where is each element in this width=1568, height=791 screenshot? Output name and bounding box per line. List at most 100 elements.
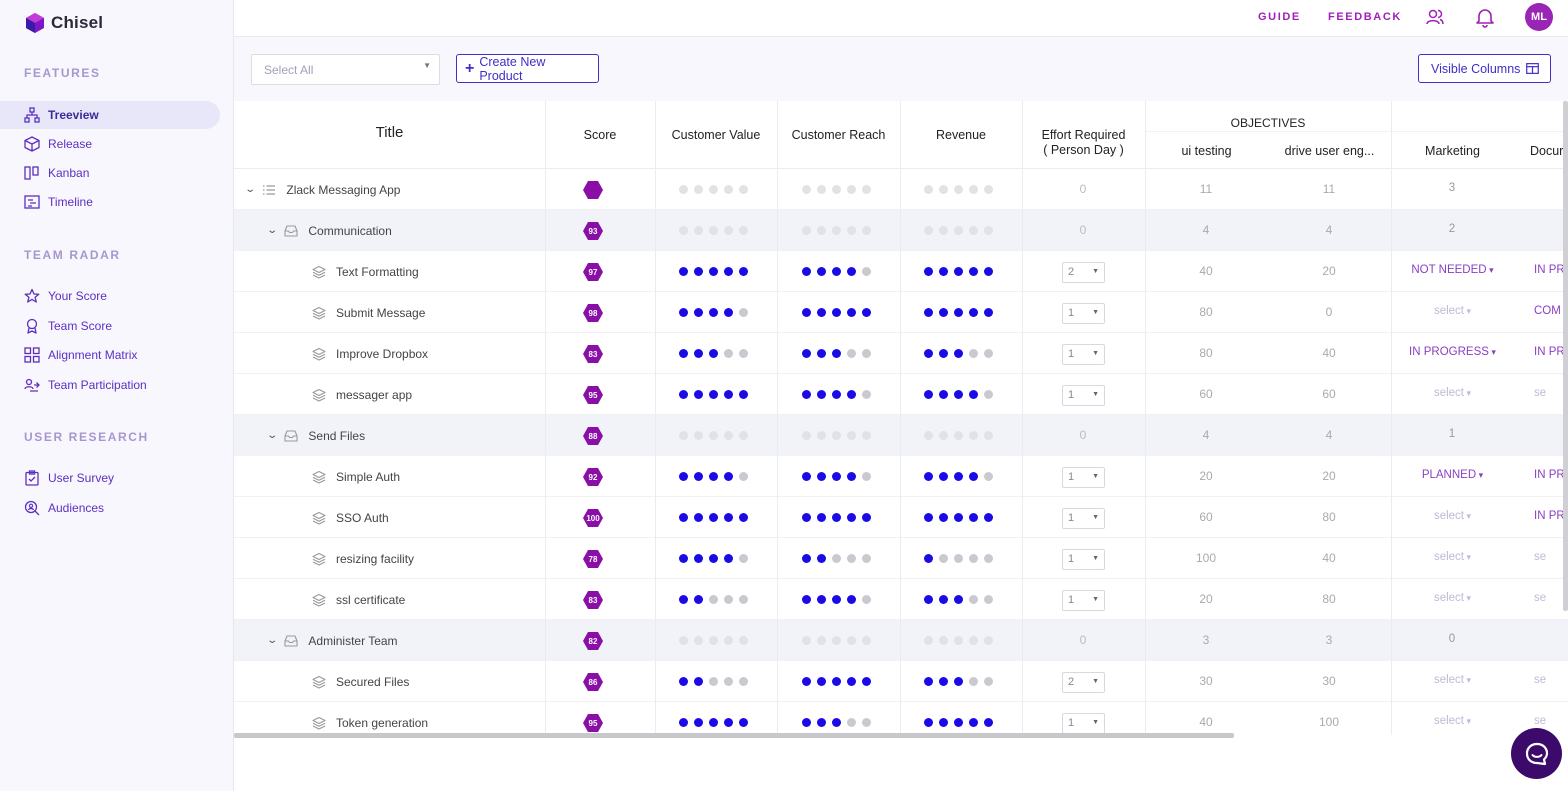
documentation-status[interactable]: IN PRO: [1534, 264, 1568, 276]
marketing-status[interactable]: select ▾: [1434, 510, 1471, 522]
sidebar-item-kanban[interactable]: Kanban: [0, 159, 220, 187]
sidebar-item-team-participation[interactable]: Team Participation: [0, 371, 220, 399]
marketing-status[interactable]: select ▾: [1434, 674, 1471, 686]
marketing-status[interactable]: NOT NEEDED ▾: [1411, 264, 1493, 276]
effort-select[interactable]: 2 ▼: [1062, 672, 1105, 693]
rating-dots[interactable]: [802, 595, 877, 604]
effort-select[interactable]: 1 ▼: [1062, 590, 1105, 611]
rating-dots[interactable]: [924, 513, 999, 522]
rating-dots[interactable]: [924, 349, 999, 358]
table-row[interactable]: messager app 95 1 ▼ 60 60 select ▾ se: [234, 374, 1568, 415]
documentation-status[interactable]: IN PRO: [1534, 469, 1568, 481]
header-effort[interactable]: Effort Required ( Person Day ): [1022, 128, 1145, 158]
rating-dots[interactable]: [924, 595, 999, 604]
header-ui-testing[interactable]: ui testing: [1181, 144, 1232, 158]
header-score[interactable]: Score: [583, 128, 617, 142]
row-title-cell[interactable]: SSO Auth: [312, 497, 389, 538]
row-title-cell[interactable]: ssl certificate: [312, 579, 405, 620]
sidebar-item-treeview[interactable]: Treeview: [0, 101, 220, 129]
product-select[interactable]: Select All ▼: [251, 54, 440, 85]
chevron-down-icon[interactable]: ⌄: [266, 430, 279, 441]
rating-dots[interactable]: [679, 308, 754, 317]
rating-dots[interactable]: [802, 513, 877, 522]
row-title-cell[interactable]: ⌄ Send Files: [266, 415, 365, 456]
rating-dots[interactable]: [679, 185, 754, 194]
chat-launcher-button[interactable]: [1511, 728, 1562, 779]
chevron-down-icon[interactable]: ⌄: [266, 225, 279, 236]
rating-dots[interactable]: [802, 226, 877, 235]
rating-dots[interactable]: [679, 677, 754, 686]
sidebar-item-alignment-matrix[interactable]: Alignment Matrix: [0, 341, 220, 369]
rating-dots[interactable]: [924, 267, 999, 276]
table-row[interactable]: ⌄ Zlack Messaging App 0 11 11 3: [234, 169, 1568, 210]
table-row[interactable]: Text Formatting 97 2 ▼ 40 20 NOT NEEDED ▾ IN PR…: [234, 251, 1568, 292]
documentation-status[interactable]: se: [1534, 551, 1547, 563]
table-row[interactable]: ⌄ Communication 93 0 4 4 2: [234, 210, 1568, 251]
documentation-status[interactable]: COM: [1534, 305, 1561, 317]
documentation-status[interactable]: IN PRO: [1534, 346, 1568, 358]
row-title-cell[interactable]: Simple Auth: [312, 456, 400, 497]
sidebar-item-audiences[interactable]: Audiences: [0, 494, 220, 522]
rating-dots[interactable]: [679, 636, 754, 645]
marketing-status[interactable]: select ▾: [1434, 305, 1471, 317]
sidebar-item-timeline[interactable]: Timeline: [0, 188, 220, 216]
rating-dots[interactable]: [924, 431, 999, 440]
effort-select[interactable]: 1 ▼: [1062, 344, 1105, 365]
rating-dots[interactable]: [924, 554, 999, 563]
logo[interactable]: Chisel: [24, 12, 103, 34]
rating-dots[interactable]: [924, 390, 999, 399]
user-avatar[interactable]: ML: [1525, 3, 1553, 31]
marketing-status[interactable]: select ▾: [1434, 551, 1471, 563]
rating-dots[interactable]: [679, 267, 754, 276]
rating-dots[interactable]: [802, 472, 877, 481]
rating-dots[interactable]: [924, 185, 999, 194]
rating-dots[interactable]: [802, 185, 877, 194]
guide-link[interactable]: GUIDE: [1258, 11, 1301, 23]
documentation-status[interactable]: IN PRO: [1534, 510, 1568, 522]
header-title[interactable]: Title: [375, 124, 404, 141]
rating-dots[interactable]: [924, 718, 999, 727]
documentation-status[interactable]: se: [1534, 592, 1547, 604]
effort-select[interactable]: 1 ▼: [1062, 549, 1105, 570]
rating-dots[interactable]: [924, 677, 999, 686]
rating-dots[interactable]: [679, 718, 754, 727]
sidebar-item-user-survey[interactable]: User Survey: [0, 464, 220, 492]
rating-dots[interactable]: [802, 390, 877, 399]
horizontal-scrollbar[interactable]: [234, 733, 1234, 738]
documentation-status[interactable]: se: [1534, 715, 1547, 727]
table-row[interactable]: ssl certificate 83 1 ▼ 20 80 select ▾ se: [234, 579, 1568, 620]
header-customer-reach[interactable]: Customer Reach: [791, 128, 886, 142]
rating-dots[interactable]: [802, 349, 877, 358]
table-row[interactable]: Improve Dropbox 83 1 ▼ 80 40 IN PROGRESS ▾ IN P…: [234, 333, 1568, 374]
table-row[interactable]: Token generation 95 1 ▼ 40 100 select ▾ se: [234, 702, 1568, 735]
row-title-cell[interactable]: resizing facility: [312, 538, 414, 579]
sidebar-item-team-score[interactable]: Team Score: [0, 312, 220, 340]
rating-dots[interactable]: [679, 513, 754, 522]
effort-select[interactable]: 1 ▼: [1062, 385, 1105, 406]
effort-select[interactable]: 1 ▼: [1062, 713, 1105, 734]
rating-dots[interactable]: [679, 431, 754, 440]
row-title-cell[interactable]: ⌄ Administer Team: [266, 620, 397, 661]
rating-dots[interactable]: [679, 390, 754, 399]
effort-select[interactable]: 1 ▼: [1062, 467, 1105, 488]
effort-select[interactable]: 1 ▼: [1062, 303, 1105, 324]
rating-dots[interactable]: [924, 226, 999, 235]
marketing-status[interactable]: select ▾: [1434, 387, 1471, 399]
vertical-scrollbar[interactable]: [1563, 101, 1568, 611]
rating-dots[interactable]: [802, 267, 877, 276]
chevron-down-icon[interactable]: ⌄: [266, 635, 279, 646]
bell-icon[interactable]: [1474, 6, 1496, 28]
marketing-status[interactable]: IN PROGRESS ▾: [1409, 346, 1496, 358]
rating-dots[interactable]: [679, 595, 754, 604]
marketing-status[interactable]: select ▾: [1434, 592, 1471, 604]
rating-dots[interactable]: [924, 308, 999, 317]
header-revenue[interactable]: Revenue: [935, 128, 987, 142]
table-row[interactable]: Submit Message 98 1 ▼ 80 0 select ▾ COM: [234, 292, 1568, 333]
visible-columns-button[interactable]: Visible Columns: [1418, 54, 1551, 83]
table-row[interactable]: ⌄ Send Files 88 0 4 4 1: [234, 415, 1568, 456]
rating-dots[interactable]: [679, 554, 754, 563]
row-title-cell[interactable]: ⌄ Communication: [266, 210, 391, 251]
effort-select[interactable]: 2 ▼: [1062, 262, 1105, 283]
documentation-status[interactable]: se: [1534, 674, 1547, 686]
